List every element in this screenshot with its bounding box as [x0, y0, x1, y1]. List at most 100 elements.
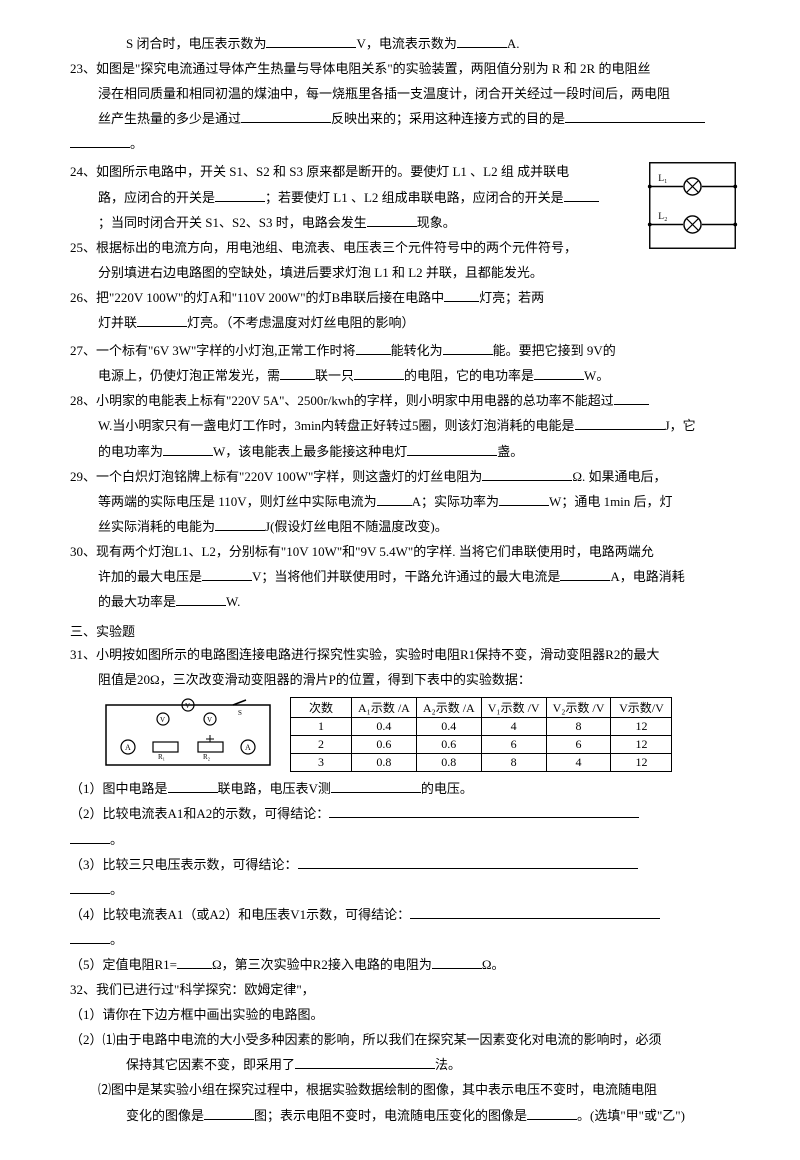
q22-tail: S 闭合时，电压表示数为V，电流表示数为A.: [70, 33, 740, 55]
text: 一个标有"6V 3W"字样的小灯泡,正常工作时将: [96, 343, 356, 358]
q24-l3: ；当同时闭合开关 S1、S2、S3 时，电路会发生 现象。: [70, 212, 639, 234]
text: 路，应闭合的开关是: [98, 190, 215, 205]
blank: [444, 287, 479, 302]
text: 许加的最大电压是: [98, 569, 202, 584]
th: 次数: [291, 698, 352, 718]
text: 。: [110, 932, 123, 947]
text: 我们已进行过"科学探究：欧姆定律"，: [96, 982, 315, 997]
section-3-title: 三、实验题: [70, 621, 740, 640]
blank: [70, 929, 110, 944]
q24-26-text: 24、如图所示电路中，开关 S1、S2 和 S3 原来都是断开的。要使灯 L1 …: [70, 158, 639, 337]
q24-num: 24、: [70, 164, 96, 179]
text: Ω，第三次实验中R2接入电路的电阻为: [212, 957, 432, 972]
svg-text:S: S: [238, 709, 242, 717]
q30-l3: 的最大功率是 W.: [70, 591, 740, 613]
text: 反映出来的；采用这种连接方式的目的是: [331, 111, 565, 126]
blank: [560, 566, 610, 581]
th: A₁示数 /A: [352, 698, 417, 718]
q32-num: 32、: [70, 982, 96, 997]
q24-l2: 路，应闭合的开关是 ；若要使灯 L1 、L2 组成串联电路，应闭合的开关是: [70, 187, 639, 209]
svg-text:V: V: [185, 702, 190, 710]
text: 灯亮；若两: [479, 290, 544, 305]
q28-l2: W.当小明家只有一盏电灯工作时，3min内转盘正好转过5圈，则该灯泡消耗的电能是…: [70, 415, 740, 437]
q25-num: 25、: [70, 240, 96, 255]
blank: [298, 854, 638, 869]
blank: [295, 1054, 435, 1069]
table-row: 20.60.66612: [291, 736, 672, 754]
blank: [163, 441, 213, 456]
q32-p2-1: （2）⑴由于电路中电流的大小受多种因素的影响，所以我们在探究某一因素变化对电流的…: [70, 1029, 740, 1051]
q30-num: 30、: [70, 544, 96, 559]
text: V；当将他们并联使用时，干路允许通过的最大电流是: [252, 569, 560, 584]
blank: [204, 1105, 254, 1120]
td: 0.8: [352, 754, 417, 772]
blank: [367, 212, 417, 227]
text: 小明家的电能表上标有"220V 5A"、2500r/kwh的字样，则小明家中用电…: [96, 393, 614, 408]
q28-l1: 28、小明家的电能表上标有"220V 5A"、2500r/kwh的字样，则小明家…: [70, 390, 740, 412]
text: ；当同时闭合开关 S1、S2、S3 时，电路会发生: [98, 215, 367, 230]
blank: [443, 340, 493, 355]
text: 根据标出的电流方向，用电池组、电流表、电压表三个元件符号中的两个元件符号，: [96, 240, 577, 255]
q29-l2: 等两端的实际电压是 110V，则灯丝中实际电流为A；实际功率为W；通电 1min…: [70, 491, 740, 513]
text: 的最大功率是: [98, 594, 176, 609]
text: 图；表示电阻不变时，电流随电压变化的图像是: [254, 1108, 527, 1123]
q27-l2: 电源上，仍使灯泡正常发光，需联一只的电阻，它的电功率是W。: [70, 365, 740, 387]
blank: [176, 591, 226, 606]
text: W。: [584, 368, 609, 383]
blank: [70, 133, 130, 148]
blank: [527, 1105, 577, 1120]
td: 6: [481, 736, 546, 754]
q26-l2: 灯并联灯亮。（不考虑温度对灯丝电阻的影响）: [70, 312, 639, 334]
q31-p2: （2）比较电流表A1和A2的示数，可得结论：: [70, 803, 740, 825]
svg-text:V: V: [207, 716, 212, 724]
text: （1）图中电路是: [70, 781, 168, 796]
blank: [331, 778, 421, 793]
text: （1）请你在下边方框中画出实验的电路图。: [70, 1007, 324, 1022]
label-l2: L₂: [658, 212, 667, 222]
q30-l1: 30、现有两个灯泡L1、L2，分别标有"10V 10W"和"9V 5.4W"的字…: [70, 541, 740, 563]
q31-num: 31、: [70, 647, 96, 662]
text: 能转化为: [391, 343, 443, 358]
page-container: S 闭合时，电压表示数为V，电流表示数为A. 23、如图是"探究电流通过导体产生…: [0, 0, 800, 1160]
td: 8: [546, 718, 611, 736]
td: 12: [611, 754, 672, 772]
q32-p1: （1）请你在下边方框中画出实验的电路图。: [70, 1004, 740, 1026]
q30-l2: 许加的最大电压是V；当将他们并联使用时，干路允许通过的最大电流是A，电路消耗: [70, 566, 740, 588]
blank: [329, 803, 639, 818]
td: 4: [546, 754, 611, 772]
th: V₂示数 /V: [546, 698, 611, 718]
q24-26-row: 24、如图所示电路中，开关 S1、S2 和 S3 原来都是断开的。要使灯 L1 …: [70, 158, 740, 337]
text: 一个白炽灯泡铭牌上标有"220V 100W"字样，则这盏灯的灯丝电阻为: [96, 469, 482, 484]
q31-p2b: 。: [70, 829, 740, 851]
blank: [215, 516, 265, 531]
text: 现象。: [417, 215, 456, 230]
q25-l1: 25、根据标出的电流方向，用电池组、电流表、电压表三个元件符号中的两个元件符号，: [70, 237, 639, 259]
q22-t3: A.: [507, 36, 520, 51]
label-l1: L₁: [658, 174, 667, 184]
q23-l2: 浸在相同质量和相同初温的煤油中，每一烧瓶里各插一支温度计，闭合开关经过一段时间后…: [70, 83, 740, 105]
svg-text:R₁: R₁: [158, 753, 165, 761]
text: 能。要把它接到 9V的: [493, 343, 616, 358]
text: 。: [130, 136, 143, 151]
q23-l4: 。: [70, 133, 740, 155]
text: 的电功率为: [98, 444, 163, 459]
text: ；若要使灯 L1 、L2 组成串联电路，应闭合的开关是: [265, 190, 564, 205]
blank: [70, 829, 110, 844]
text: W，该电能表上最多能接这种电灯: [213, 444, 407, 459]
q31-l1: 31、小明按如图所示的电路图连接电路进行探究性实验，实验时电阻R1保持不变，滑动…: [70, 644, 740, 666]
q31-p4: （4）比较电流表A1（或A2）和电压表V1示数，可得结论：: [70, 904, 740, 926]
blank: [241, 108, 331, 123]
q31-figures: A A R₁ R₂ V V V S 次数 A₁示数 /A A₂示数 /A V₁示…: [98, 697, 740, 772]
text: 分别填进右边电路图的空缺处，填进后要求灯泡 L1 和 L2 并联，且都能发光。: [98, 265, 543, 280]
q31-p4b: 。: [70, 929, 740, 951]
text: 阻值是20Ω，三次改变滑动变阻器的滑片P的位置，得到下表中的实验数据：: [98, 672, 531, 687]
q28-num: 28、: [70, 393, 96, 408]
q23-l3: 丝产生热量的多少是通过反映出来的；采用这种连接方式的目的是: [70, 108, 740, 130]
text: 的电压。: [421, 781, 473, 796]
q32-p2-2a: ⑵图中是某实验小组在探究过程中，根据实验数据绘制的图像，其中表示电压不变时，电流…: [70, 1079, 740, 1101]
text: W.: [226, 594, 240, 609]
text: 浸在相同质量和相同初温的煤油中，每一烧瓶里各插一支温度计，闭合开关经过一段时间后…: [98, 86, 670, 101]
text: 电源上，仍使灯泡正常发光，需: [98, 368, 280, 383]
td: 0.4: [352, 718, 417, 736]
text: 保持其它因素不变，即采用了: [126, 1057, 295, 1072]
